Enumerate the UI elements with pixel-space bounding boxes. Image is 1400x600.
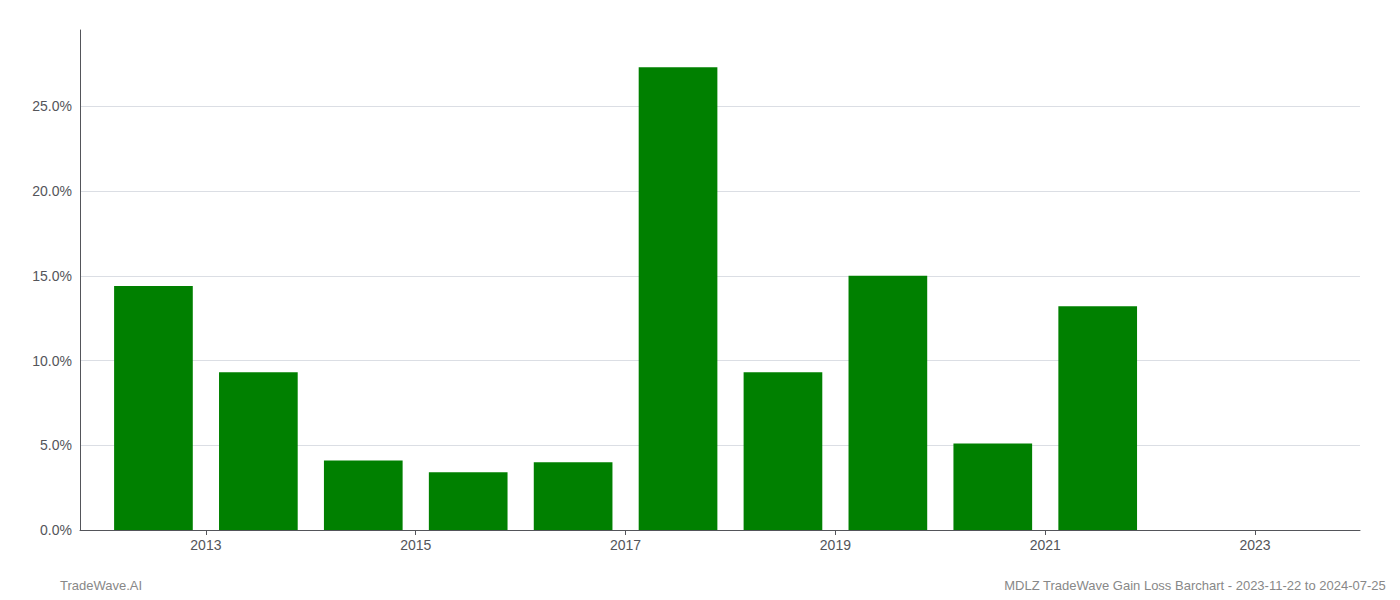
- svg-text:2021: 2021: [1030, 537, 1061, 553]
- svg-text:TradeWave.AI: TradeWave.AI: [60, 578, 142, 593]
- svg-text:2017: 2017: [610, 537, 641, 553]
- svg-text:MDLZ TradeWave Gain Loss Barch: MDLZ TradeWave Gain Loss Barchart - 2023…: [1004, 578, 1386, 593]
- svg-text:25.0%: 25.0%: [32, 98, 72, 114]
- svg-text:2019: 2019: [820, 537, 851, 553]
- svg-text:2013: 2013: [190, 537, 221, 553]
- svg-text:20.0%: 20.0%: [32, 183, 72, 199]
- svg-text:5.0%: 5.0%: [40, 437, 72, 453]
- svg-text:2023: 2023: [1240, 537, 1271, 553]
- svg-text:10.0%: 10.0%: [32, 353, 72, 369]
- svg-text:0.0%: 0.0%: [40, 522, 72, 538]
- svg-text:15.0%: 15.0%: [32, 268, 72, 284]
- svg-text:2015: 2015: [400, 537, 431, 553]
